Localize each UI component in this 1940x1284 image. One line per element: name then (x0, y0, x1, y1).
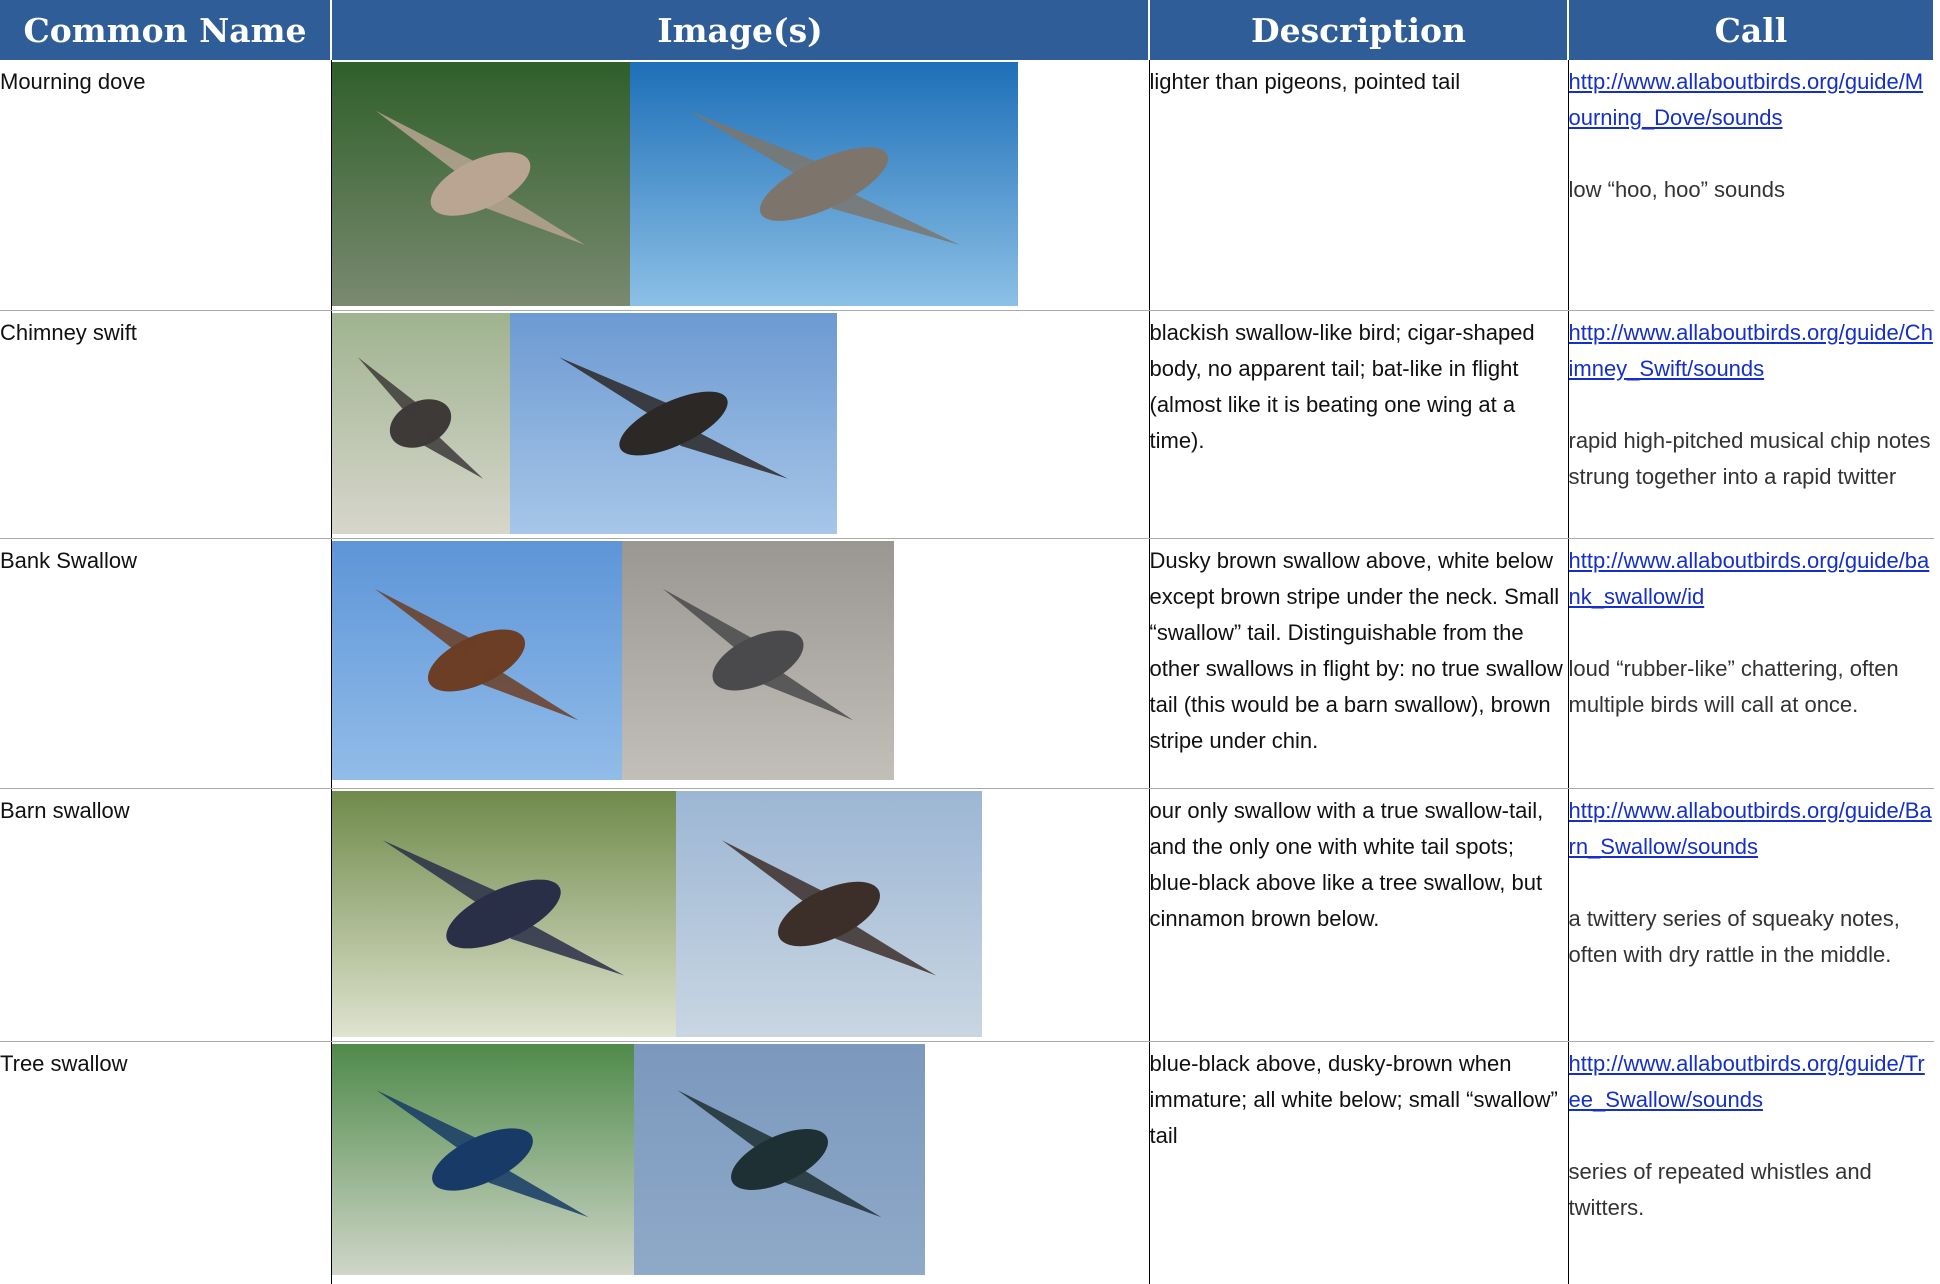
header-row: Common Name Image(s) Description Call (0, 0, 1935, 60)
image-cell (330, 788, 1149, 1042)
call-cell: http://www.allaboutbirds.org/guide/Tree_… (1567, 1041, 1934, 1284)
image-cell (330, 538, 1149, 789)
call-text: series of repeated whistles and twitters… (1568, 1158, 1872, 1220)
description: lighter than pigeons, pointed tail (1148, 60, 1568, 311)
bird-photo (633, 1043, 925, 1275)
call-cell: http://www.allaboutbirds.org/guide/Barn_… (1567, 788, 1934, 1042)
table-row: Mourning dove lighter than pigeons, poin… (0, 60, 1934, 311)
description: blackish swallow-like bird; cigar-shaped… (1148, 310, 1568, 539)
bird-photo (621, 540, 894, 780)
call-cell: http://www.allaboutbirds.org/guide/Mourn… (1567, 60, 1934, 311)
bird-photo (332, 1043, 634, 1275)
common-name: Tree swallow (0, 1041, 331, 1284)
call-cell: http://www.allaboutbirds.org/guide/Chimn… (1567, 310, 1934, 539)
table-row: Barn swallow our only swallow with a tru… (0, 788, 1934, 1042)
common-name: Chimney swift (0, 310, 331, 539)
photos (332, 312, 1149, 534)
bird-photo (332, 312, 510, 534)
table-row: Bank Swallow Dusky brown swallow above, … (0, 538, 1934, 789)
call-link[interactable]: http://www.allaboutbirds.org/guide/Tree_… (1568, 1050, 1925, 1112)
call-text: rapid high-pitched musical chip notes st… (1568, 427, 1931, 489)
image-cell (330, 60, 1149, 311)
call-text: a twittery series of squeaky notes, ofte… (1568, 905, 1900, 967)
photos (332, 62, 1149, 306)
header-cell: Call (1568, 0, 1935, 60)
call-text: loud “rubber-like” chattering, often mul… (1568, 655, 1899, 717)
call-text: low “hoo, hoo” sounds (1568, 177, 1785, 202)
bird-photo (332, 62, 630, 306)
call-link[interactable]: http://www.allaboutbirds.org/guide/Mourn… (1568, 69, 1924, 130)
bird-photo (629, 62, 1018, 306)
photos (332, 1043, 1149, 1275)
description: Dusky brown swallow above, white below e… (1148, 538, 1568, 789)
header-cell: Image(s) (331, 0, 1150, 60)
photos (332, 790, 1149, 1037)
header-cell: Common Name (0, 0, 332, 60)
table-row: Chimney swift blackish swallow-like bird… (0, 310, 1934, 539)
bird-photo (509, 312, 837, 534)
call-cell: http://www.allaboutbirds.org/guide/bank_… (1567, 538, 1934, 789)
common-name: Barn swallow (0, 788, 331, 1042)
bird-photo (332, 790, 676, 1037)
description: our only swallow with a true swallow-tai… (1148, 788, 1568, 1042)
photos (332, 540, 1149, 780)
common-name: Bank Swallow (0, 538, 331, 789)
header-cell: Description (1149, 0, 1569, 60)
call-link[interactable]: http://www.allaboutbirds.org/guide/Chimn… (1568, 319, 1933, 381)
bird-photo (675, 790, 982, 1037)
description: blue-black above, dusky-brown when immat… (1148, 1041, 1568, 1284)
call-link[interactable]: http://www.allaboutbirds.org/guide/Barn_… (1568, 797, 1932, 859)
image-cell (330, 310, 1149, 539)
bird-photo (332, 540, 622, 780)
image-cell (330, 1041, 1149, 1284)
table-body: Mourning dove lighter than pigeons, poin… (0, 60, 1934, 1284)
table-row: Tree swallow blue-black above, dusky-bro… (0, 1041, 1934, 1284)
call-link[interactable]: http://www.allaboutbirds.org/guide/bank_… (1568, 547, 1930, 609)
common-name: Mourning dove (0, 60, 331, 311)
